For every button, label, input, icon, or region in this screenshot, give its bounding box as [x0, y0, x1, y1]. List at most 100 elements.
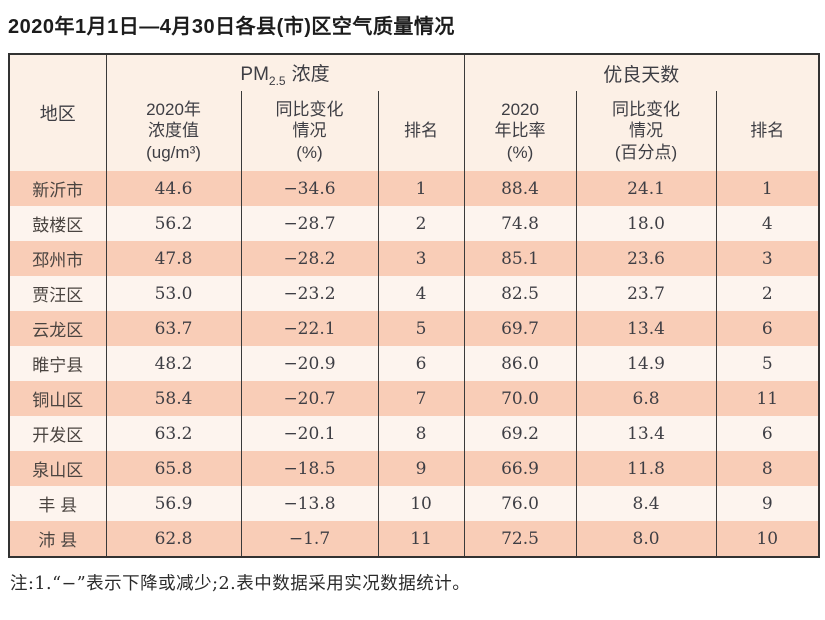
cell-pm-value: 53.0 — [105, 276, 242, 311]
cell-region: 丰 县 — [8, 486, 107, 521]
cell-region: 贾汪区 — [8, 276, 107, 311]
cell-good-rank: 8 — [715, 451, 820, 486]
footnote: 注:1.“−”表示下降或减少;2.表中数据采用实况数据统计。 — [10, 574, 471, 594]
col-header-good-rate: 2020 年比率 (%) — [463, 91, 577, 171]
pm-subscript: 2.5 — [268, 73, 286, 88]
cell-region: 睢宁县 — [8, 346, 107, 381]
cell-good-rate: 70.0 — [463, 381, 577, 416]
group-header-row: 地区 PM2.5 浓度 优良天数 — [8, 54, 820, 171]
cell-good-change: 13.4 — [575, 311, 717, 346]
table-row: 沛 县 62.8 −1.7 11 72.5 8.0 10 — [8, 521, 820, 557]
cell-good-change: 23.7 — [575, 276, 717, 311]
col-header-region: 地区 — [8, 54, 107, 171]
cell-pm-change: −28.7 — [240, 206, 379, 241]
cell-pm-rank: 4 — [377, 276, 465, 311]
table-row: 贾汪区 53.0 −23.2 4 82.5 23.7 2 — [8, 276, 820, 311]
cell-pm-change: −20.9 — [240, 346, 379, 381]
cell-pm-rank: 6 — [377, 346, 465, 381]
col-header-good-change: 同比变化 情况 (百分点) — [575, 91, 717, 171]
cell-good-change: 13.4 — [575, 416, 717, 451]
cell-pm-value: 62.8 — [105, 521, 242, 557]
cell-region: 邳州市 — [8, 241, 107, 276]
table-row: 云龙区 63.7 −22.1 5 69.7 13.4 6 — [8, 311, 820, 346]
table-row: 开发区 63.2 −20.1 8 69.2 13.4 6 — [8, 416, 820, 451]
cell-good-rate: 72.5 — [463, 521, 577, 557]
table-row: 鼓楼区 56.2 −28.7 2 74.8 18.0 4 — [8, 206, 820, 241]
cell-region: 沛 县 — [8, 521, 107, 557]
cell-good-rank: 9 — [715, 486, 820, 521]
pm-suffix: 浓度 — [291, 63, 330, 85]
table-row: 新沂市 44.6 −34.6 1 88.4 24.1 1 — [8, 171, 820, 206]
cell-pm-change: −34.6 — [240, 171, 379, 206]
cell-good-rate: 69.2 — [463, 416, 577, 451]
pm-label: PM — [240, 63, 269, 85]
cell-good-rate: 88.4 — [463, 171, 577, 206]
cell-region: 新沂市 — [8, 171, 107, 206]
table-row: 邳州市 47.8 −28.2 3 85.1 23.6 3 — [8, 241, 820, 276]
sub-header-row: 2020年 浓度值 (ug/m³) 同比变化 情况 (%) 排名 2020 年比… — [9, 91, 820, 171]
cell-pm-value: 44.6 — [105, 171, 242, 206]
cell-good-rate: 86.0 — [463, 346, 577, 381]
table-row: 泉山区 65.8 −18.5 9 66.9 11.8 8 — [8, 451, 820, 486]
cell-pm-value: 56.2 — [105, 206, 242, 241]
table-row: 丰 县 56.9 −13.8 10 76.0 8.4 9 — [8, 486, 820, 521]
cell-pm-change: −20.7 — [240, 381, 379, 416]
cell-pm-rank: 9 — [377, 451, 465, 486]
col-header-good-rank: 排名 — [715, 91, 820, 171]
cell-pm-value: 58.4 — [105, 381, 242, 416]
cell-good-rank: 11 — [715, 381, 820, 416]
cell-pm-rank: 7 — [377, 381, 465, 416]
cell-region: 泉山区 — [8, 451, 107, 486]
cell-good-rank: 4 — [715, 206, 820, 241]
cell-good-change: 6.8 — [575, 381, 717, 416]
cell-pm-value: 47.8 — [105, 241, 242, 276]
cell-pm-change: −22.1 — [240, 311, 379, 346]
cell-good-rank: 2 — [715, 276, 820, 311]
cell-pm-value: 56.9 — [105, 486, 242, 521]
table-row: 铜山区 58.4 −20.7 7 70.0 6.8 11 — [8, 381, 820, 416]
cell-good-rate: 66.9 — [463, 451, 577, 486]
cell-region: 铜山区 — [8, 381, 107, 416]
cell-region: 鼓楼区 — [8, 206, 107, 241]
col-group-good-days: 优良天数 — [463, 54, 820, 91]
cell-good-change: 11.8 — [575, 451, 717, 486]
cell-pm-rank: 8 — [377, 416, 465, 451]
cell-good-rate: 69.7 — [463, 311, 577, 346]
cell-pm-rank: 10 — [377, 486, 465, 521]
cell-region: 云龙区 — [8, 311, 107, 346]
cell-good-change: 23.6 — [575, 241, 717, 276]
col-header-pm-change: 同比变化 情况 (%) — [240, 91, 379, 171]
cell-pm-change: −13.8 — [240, 486, 379, 521]
cell-pm-change: −28.2 — [240, 241, 379, 276]
col-header-pm-rank: 排名 — [377, 91, 465, 171]
table-row: 睢宁县 48.2 −20.9 6 86.0 14.9 5 — [8, 346, 820, 381]
cell-good-rate: 76.0 — [463, 486, 577, 521]
cell-good-change: 14.9 — [575, 346, 717, 381]
cell-pm-change: −23.2 — [240, 276, 379, 311]
cell-good-change: 8.4 — [575, 486, 717, 521]
cell-good-rank: 6 — [715, 416, 820, 451]
cell-good-rate: 74.8 — [463, 206, 577, 241]
cell-region: 开发区 — [8, 416, 107, 451]
cell-good-change: 18.0 — [575, 206, 717, 241]
cell-pm-value: 48.2 — [105, 346, 242, 381]
cell-good-rank: 10 — [715, 521, 820, 557]
cell-pm-change: −18.5 — [240, 451, 379, 486]
cell-good-change: 8.0 — [575, 521, 717, 557]
cell-good-rank: 5 — [715, 346, 820, 381]
col-header-pm-value: 2020年 浓度值 (ug/m³) — [105, 91, 242, 171]
cell-pm-rank: 11 — [377, 521, 465, 557]
cell-pm-rank: 3 — [377, 241, 465, 276]
cell-good-change: 24.1 — [575, 171, 717, 206]
cell-pm-rank: 5 — [377, 311, 465, 346]
cell-pm-value: 63.7 — [105, 311, 242, 346]
table-body: 新沂市 44.6 −34.6 1 88.4 24.1 1 鼓楼区 56.2 −28.7 2 74.8 1… — [8, 171, 820, 557]
cell-pm-rank: 1 — [377, 171, 465, 206]
cell-pm-change: −1.7 — [240, 521, 379, 557]
cell-pm-value: 65.8 — [105, 451, 242, 486]
table-header: 地区 PM2.5 浓度 优良天数 2020年 浓度值 (ug/m³) 同比变化 情… — [8, 54, 820, 171]
cell-good-rate: 85.1 — [463, 241, 577, 276]
page-title: 2020年1月1日—4月30日各县(市)区空气质量情况 — [8, 16, 455, 38]
cell-pm-change: −20.1 — [240, 416, 379, 451]
